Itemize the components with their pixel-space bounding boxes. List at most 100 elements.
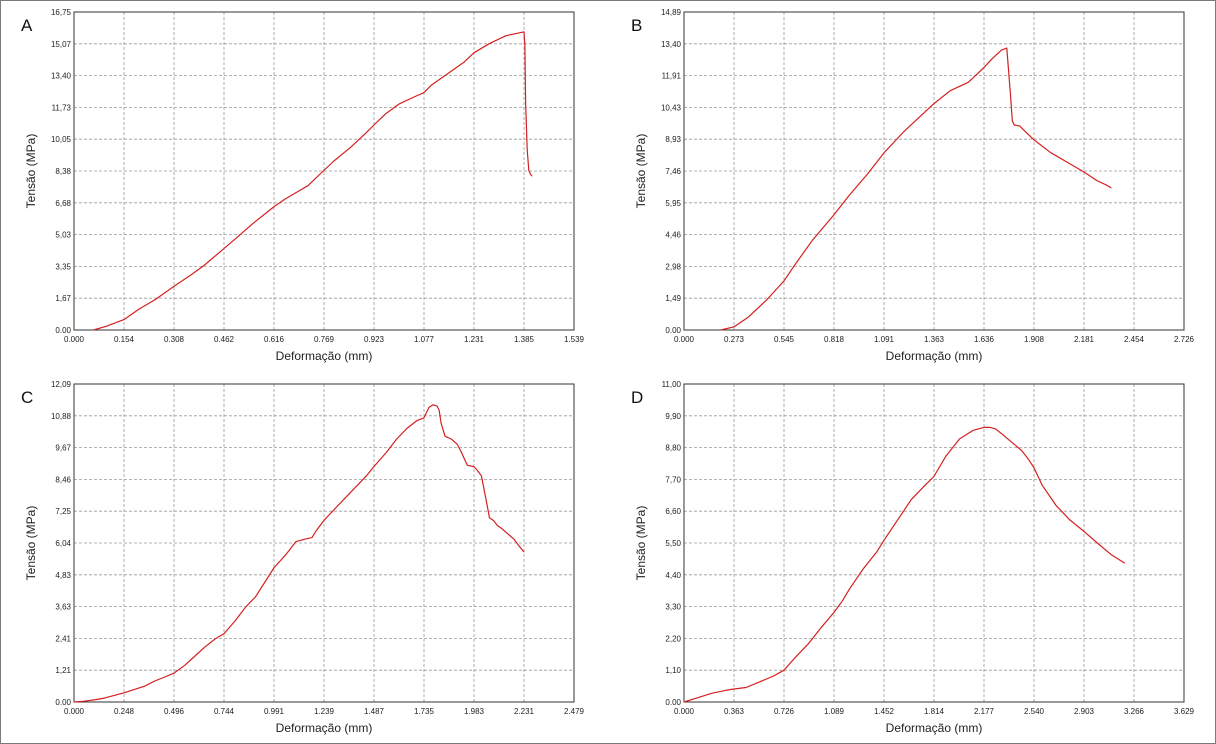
x-tick-label: 0.273 bbox=[724, 335, 745, 344]
y-tick-label: 10,05 bbox=[51, 135, 72, 144]
x-tick-label: 2.177 bbox=[974, 707, 995, 716]
y-tick-label: 12,09 bbox=[51, 380, 72, 389]
y-axis-title: Tensão (MPa) bbox=[634, 134, 648, 209]
y-tick-label: 10,43 bbox=[661, 103, 682, 112]
x-tick-label: 1.636 bbox=[974, 335, 995, 344]
y-tick-label: 2,20 bbox=[665, 634, 681, 643]
x-tick-label: 0.363 bbox=[724, 707, 745, 716]
x-tick-label: 2.181 bbox=[1074, 335, 1095, 344]
series-line bbox=[720, 47, 1112, 331]
y-tick-label: 3,63 bbox=[55, 603, 71, 612]
x-tick-label: 2.903 bbox=[1074, 707, 1095, 716]
y-tick-label: 1,10 bbox=[665, 666, 681, 675]
x-tick-label: 1.735 bbox=[414, 707, 435, 716]
x-tick-label: 1.385 bbox=[514, 335, 535, 344]
panel-letter: B bbox=[631, 16, 642, 35]
x-tick-label: 0.308 bbox=[164, 335, 185, 344]
y-tick-label: 14,89 bbox=[661, 8, 682, 17]
x-tick-label: 2.540 bbox=[1024, 707, 1045, 716]
x-tick-label: 3.266 bbox=[1124, 707, 1145, 716]
y-tick-label: 11,73 bbox=[52, 103, 72, 112]
y-axis-title: Tensão (MPa) bbox=[24, 134, 38, 209]
x-tick-label: 0.000 bbox=[64, 707, 85, 716]
x-axis-title: Deformação (mm) bbox=[886, 349, 983, 363]
x-tick-label: 0.769 bbox=[314, 335, 335, 344]
y-tick-label: 7,25 bbox=[55, 507, 71, 516]
x-tick-label: 0.991 bbox=[264, 707, 285, 716]
chart-panel-b: B 0.000 0.273 0.545 0.818 1.091 1.363 1.636 1.90… bbox=[619, 7, 1209, 367]
x-tick-label: 0.000 bbox=[674, 335, 695, 344]
x-tick-label: 0.248 bbox=[114, 707, 135, 716]
y-tick-label: 7,70 bbox=[665, 475, 681, 484]
y-tick-label: 13,40 bbox=[661, 40, 682, 49]
x-tick-label: 0.923 bbox=[364, 335, 385, 344]
x-tick-label: 1.908 bbox=[1024, 335, 1045, 344]
x-tick-label: 1.077 bbox=[414, 335, 435, 344]
x-tick-label: 0.154 bbox=[114, 335, 135, 344]
x-tick-label: 0.744 bbox=[214, 707, 235, 716]
y-tick-label: 6,68 bbox=[55, 199, 71, 208]
x-tick-label: 0.616 bbox=[264, 335, 285, 344]
x-tick-label: 0.000 bbox=[674, 707, 695, 716]
y-tick-label: 15,07 bbox=[51, 40, 72, 49]
plot-border bbox=[683, 383, 1185, 703]
y-tick-label: 0.00 bbox=[55, 326, 71, 335]
x-tick-label: 3.629 bbox=[1174, 707, 1195, 716]
y-tick-label: 11,00 bbox=[662, 380, 682, 389]
x-tick-label: 1.231 bbox=[464, 335, 485, 344]
y-tick-label: 0.00 bbox=[665, 698, 681, 707]
x-axis-title: Deformação (mm) bbox=[886, 721, 983, 735]
y-tick-label: 4,83 bbox=[55, 571, 71, 580]
x-tick-label: 1.091 bbox=[874, 335, 895, 344]
x-tick-label: 1.239 bbox=[314, 707, 335, 716]
x-tick-label: 1.539 bbox=[564, 335, 585, 344]
x-tick-label: 1.487 bbox=[364, 707, 385, 716]
y-tick-label: 3,35 bbox=[55, 262, 71, 271]
y-axis-title: Tensão (MPa) bbox=[24, 506, 38, 581]
x-tick-label: 2.726 bbox=[1174, 335, 1195, 344]
x-tick-label: 1.983 bbox=[464, 707, 485, 716]
x-tick-label: 1.814 bbox=[924, 707, 945, 716]
y-tick-label: 7,46 bbox=[665, 167, 681, 176]
y-tick-label: 0.00 bbox=[665, 326, 681, 335]
y-tick-label: 6,60 bbox=[665, 507, 681, 516]
y-tick-label: 5,50 bbox=[665, 539, 681, 548]
y-tick-label: 4,40 bbox=[665, 571, 681, 580]
y-tick-label: 10,88 bbox=[51, 412, 72, 421]
plot-border bbox=[683, 11, 1185, 331]
y-tick-label: 2,98 bbox=[665, 262, 681, 271]
y-tick-label: 4,46 bbox=[665, 231, 681, 240]
y-tick-label: 1,21 bbox=[55, 666, 71, 675]
y-tick-label: 2,41 bbox=[55, 634, 71, 643]
chart-panel-d: D 0.000 0.363 0.726 1.089 1.452 1.814 2.177 2.54… bbox=[619, 379, 1209, 739]
y-tick-label: 3,30 bbox=[665, 603, 681, 612]
series-line bbox=[683, 426, 1126, 703]
y-tick-label: 16,75 bbox=[51, 8, 72, 17]
y-tick-label: 8,38 bbox=[55, 167, 71, 176]
x-tick-label: 0.000 bbox=[64, 335, 85, 344]
y-tick-label: 8,80 bbox=[665, 444, 681, 453]
x-tick-label: 1.452 bbox=[874, 707, 895, 716]
y-axis-title: Tensão (MPa) bbox=[634, 506, 648, 581]
x-tick-label: 1.089 bbox=[824, 707, 845, 716]
chart-svg: D 0.000 0.363 0.726 1.089 1.452 1.814 2.177 2.54… bbox=[631, 380, 1195, 735]
x-axis-title: Deformação (mm) bbox=[276, 349, 373, 363]
chart-svg: A 0.000 0.154 0.308 0.462 0.616 0.769 0.923 1.07… bbox=[21, 8, 585, 363]
y-tick-label: 0.00 bbox=[55, 698, 71, 707]
plot-border bbox=[73, 383, 575, 703]
y-tick-label: 5,03 bbox=[55, 231, 71, 240]
x-tick-label: 0.726 bbox=[774, 707, 795, 716]
chart-panel-c: C 0.000 0.248 0.496 0.744 0.991 1.239 1.487 1.73… bbox=[9, 379, 599, 739]
chart-svg: C 0.000 0.248 0.496 0.744 0.991 1.239 1.487 1.73… bbox=[21, 380, 585, 735]
y-tick-label: 8,46 bbox=[55, 475, 71, 484]
y-tick-label: 6,04 bbox=[55, 539, 71, 548]
plot-border bbox=[73, 11, 575, 331]
y-tick-label: 8,93 bbox=[665, 135, 681, 144]
chart-svg: B 0.000 0.273 0.545 0.818 1.091 1.363 1.636 1.90… bbox=[631, 8, 1195, 363]
x-tick-label: 2.479 bbox=[564, 707, 585, 716]
x-tick-label: 1.363 bbox=[924, 335, 945, 344]
panel-letter: A bbox=[21, 16, 33, 35]
x-tick-label: 0.545 bbox=[774, 335, 795, 344]
y-tick-label: 5,95 bbox=[665, 199, 681, 208]
